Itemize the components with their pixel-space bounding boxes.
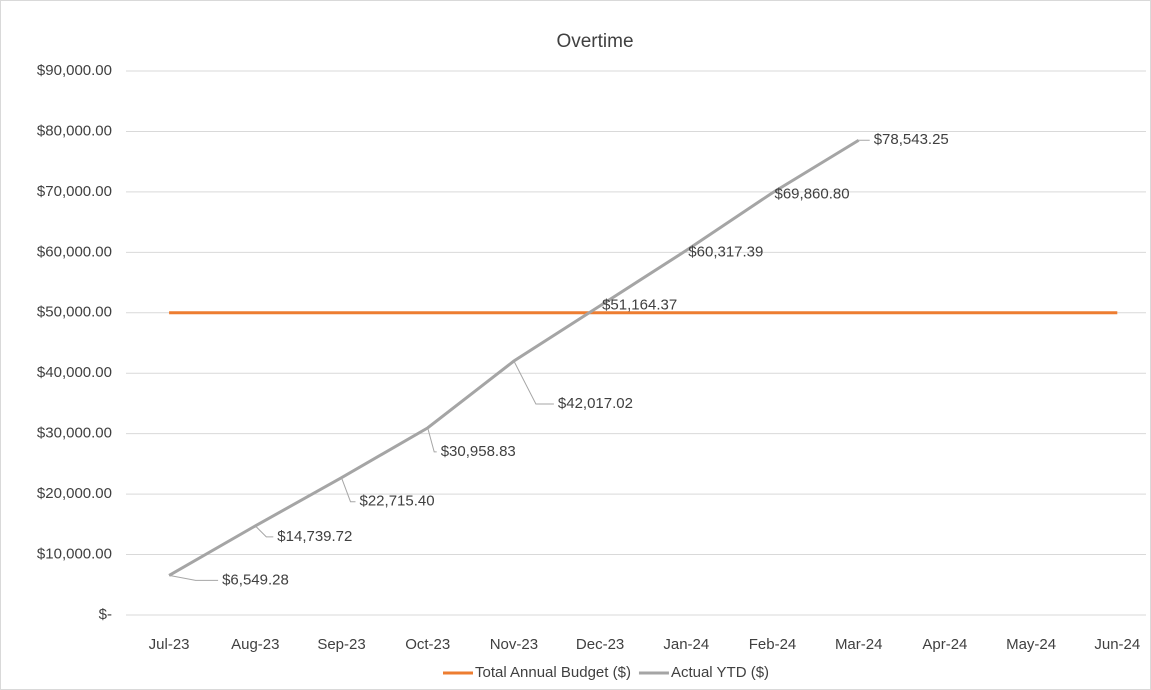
leader-line — [427, 427, 437, 453]
x-tick-label: Feb-24 — [749, 636, 797, 653]
data-label: $14,739.72 — [277, 528, 352, 545]
y-tick-label: $70,000.00 — [37, 183, 112, 200]
y-tick-label: $20,000.00 — [37, 485, 112, 502]
data-label: $42,017.02 — [558, 395, 633, 412]
series-line — [168, 138, 860, 577]
y-tick-label: $- — [99, 606, 112, 623]
x-tick-label: Mar-24 — [835, 636, 883, 653]
x-tick-label: Jan-24 — [663, 636, 709, 653]
legend-label: Total Annual Budget ($) — [475, 664, 631, 681]
leader-line — [341, 477, 356, 503]
legend-label: Actual YTD ($) — [671, 664, 769, 681]
y-tick-label: $30,000.00 — [37, 425, 112, 442]
x-tick-label: Dec-23 — [576, 636, 624, 653]
y-tick-label: $40,000.00 — [37, 364, 112, 381]
x-tick-label: Jul-23 — [149, 636, 190, 653]
data-label: $60,317.39 — [688, 243, 763, 260]
x-tick-label: Oct-23 — [405, 636, 450, 653]
x-tick-label: May-24 — [1006, 636, 1056, 653]
data-label: $51,164.37 — [602, 297, 677, 314]
x-tick-label: Nov-23 — [490, 636, 538, 653]
y-tick-label: $50,000.00 — [37, 304, 112, 321]
leader-line — [254, 525, 274, 538]
data-label: $78,543.25 — [874, 131, 949, 148]
leader-line — [169, 574, 219, 581]
data-label: $22,715.40 — [360, 493, 435, 510]
data-label: $69,860.80 — [775, 186, 850, 203]
x-tick-label: Apr-24 — [922, 636, 967, 653]
chart-title: Overtime — [556, 31, 633, 52]
y-tick-label: $60,000.00 — [37, 243, 112, 260]
y-tick-label: $80,000.00 — [37, 122, 112, 139]
leader-line — [513, 360, 554, 405]
x-tick-label: Sep-23 — [317, 636, 365, 653]
y-tick-label: $10,000.00 — [37, 546, 112, 563]
x-tick-label: Aug-23 — [231, 636, 279, 653]
data-label: $6,549.28 — [222, 571, 289, 588]
data-label: $30,958.83 — [441, 443, 516, 460]
x-tick-label: Jun-24 — [1094, 636, 1140, 653]
y-tick-label: $90,000.00 — [37, 62, 112, 79]
